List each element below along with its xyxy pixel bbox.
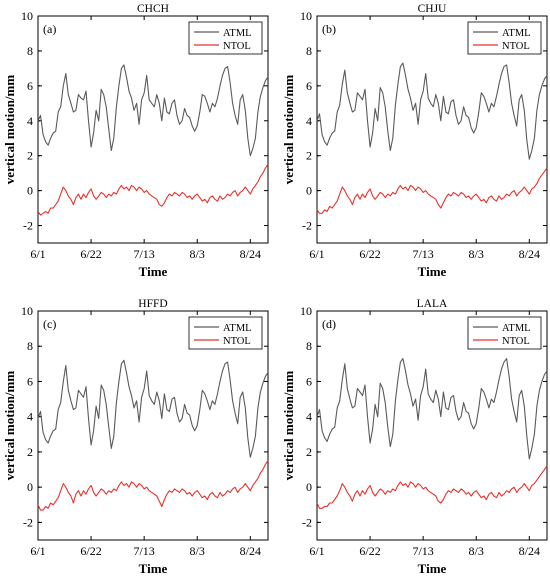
panel-title: HFFD <box>138 298 167 310</box>
y-tick-label: 8 <box>306 44 312 58</box>
legend: ATML NTOL <box>188 316 263 350</box>
legend-box <box>188 21 263 55</box>
x-tick-label: 6/1 <box>30 247 45 261</box>
series-line-ntol <box>37 164 269 216</box>
panel-title: LALA <box>417 298 448 310</box>
legend: ATML NTOL <box>467 21 542 55</box>
panel-label: (d) <box>322 317 336 331</box>
y-axis-title: vertical motion/mm <box>281 371 296 481</box>
legend-label-atml: ATML <box>502 323 531 334</box>
y-tick-label: 10 <box>21 9 33 23</box>
legend-label-atml: ATML <box>223 28 252 39</box>
chart-panel-chch: -2 0 2 4 6 8 10 6/1 6/22 7/13 8/3 8/24 CHCH (a) ATML NT… <box>2 3 269 279</box>
x-tick-label: 8/3 <box>469 247 484 261</box>
y-tick-label: 0 <box>306 480 312 494</box>
y-tick-label: 2 <box>27 149 33 163</box>
y-tick-label: -2 <box>23 515 33 529</box>
y-tick-label: 2 <box>306 445 312 459</box>
y-tick-label: 6 <box>27 374 33 388</box>
x-tick-label: 6/22 <box>359 247 380 261</box>
panel-label: (c) <box>43 317 56 331</box>
x-tick-label: 8/24 <box>519 247 540 261</box>
legend-box <box>188 316 263 350</box>
x-tick-label: 6/1 <box>309 544 324 558</box>
x-tick-label: 8/24 <box>240 544 261 558</box>
plot-frame <box>316 310 548 541</box>
y-axis-title: vertical motion/mm <box>281 75 296 185</box>
x-tick-label: 7/13 <box>412 544 433 558</box>
plot-frame <box>37 310 269 541</box>
series-line-atml <box>37 64 269 157</box>
y-tick-label: 0 <box>27 480 33 494</box>
panel-label: (b) <box>322 22 336 36</box>
x-tick-label: 8/3 <box>190 544 205 558</box>
chart-panel-hffd: -2 0 2 4 6 8 10 6/1 6/22 7/13 8/3 8/24 HFFD (c) ATML NT… <box>2 298 269 576</box>
y-tick-label: 8 <box>306 339 312 353</box>
y-tick-label: -2 <box>302 515 312 529</box>
plot-frame <box>316 15 548 244</box>
legend-label-ntol: NTOL <box>502 41 530 52</box>
x-axis-title: Time <box>418 264 447 279</box>
y-tick-label: 4 <box>27 114 33 128</box>
x-axis-title: Time <box>139 264 168 279</box>
series-line-ntol <box>316 167 548 214</box>
y-tick-label: 0 <box>27 184 33 198</box>
legend-label-ntol: NTOL <box>223 41 251 52</box>
x-axis-title: Time <box>139 561 168 576</box>
y-tick-label: 4 <box>306 114 312 128</box>
legend-label-ntol: NTOL <box>223 336 251 347</box>
x-tick-label: 6/1 <box>309 247 324 261</box>
series-line-ntol <box>316 465 548 509</box>
series-line-ntol <box>37 460 269 511</box>
legend: ATML NTOL <box>188 21 263 55</box>
plot-frame <box>37 15 269 244</box>
legend-label-ntol: NTOL <box>502 336 530 347</box>
x-tick-label: 7/13 <box>412 247 433 261</box>
y-tick-label: -2 <box>23 219 33 233</box>
legend-box <box>467 21 542 55</box>
y-axis-title: vertical motion/mm <box>2 75 17 185</box>
x-tick-label: 6/22 <box>359 544 380 558</box>
series-line-atml <box>316 358 548 460</box>
y-tick-label: -2 <box>302 219 312 233</box>
legend: ATML NTOL <box>467 316 542 350</box>
y-tick-label: 10 <box>300 304 312 318</box>
y-tick-label: 8 <box>27 44 33 58</box>
y-tick-label: 4 <box>27 410 33 424</box>
y-tick-label: 4 <box>306 410 312 424</box>
y-tick-label: 10 <box>21 304 33 318</box>
x-tick-label: 7/13 <box>133 247 154 261</box>
y-tick-label: 6 <box>306 79 312 93</box>
x-tick-label: 8/24 <box>519 544 540 558</box>
legend-box <box>467 316 542 350</box>
y-axis-title: vertical motion/mm <box>2 371 17 481</box>
y-tick-label: 2 <box>27 445 33 459</box>
x-tick-label: 6/22 <box>80 247 101 261</box>
y-tick-label: 0 <box>306 184 312 198</box>
panel-label: (a) <box>43 22 56 36</box>
chart-panel-chju: -2 0 2 4 6 8 10 6/1 6/22 7/13 8/3 8/24 CHJU (b) ATML NT… <box>281 3 548 279</box>
x-tick-label: 8/24 <box>240 247 261 261</box>
y-tick-label: 6 <box>27 79 33 93</box>
chart-panel-lala: -2 0 2 4 6 8 10 6/1 6/22 7/13 8/3 8/24 LALA (d) ATML NT… <box>281 298 548 576</box>
panel-title: CHJU <box>418 3 447 15</box>
legend-label-atml: ATML <box>223 323 252 334</box>
y-tick-label: 6 <box>306 374 312 388</box>
x-tick-label: 8/3 <box>469 544 484 558</box>
series-line-atml <box>37 359 269 458</box>
x-tick-label: 6/1 <box>30 544 45 558</box>
legend-label-atml: ATML <box>502 28 531 39</box>
y-tick-label: 2 <box>306 149 312 163</box>
x-tick-label: 6/22 <box>80 544 101 558</box>
y-tick-label: 10 <box>300 9 312 23</box>
panel-title: CHCH <box>137 3 169 15</box>
x-axis-title: Time <box>418 561 447 576</box>
y-tick-label: 8 <box>27 339 33 353</box>
series-line-atml <box>316 62 548 160</box>
x-tick-label: 8/3 <box>190 247 205 261</box>
x-tick-label: 7/13 <box>133 544 154 558</box>
